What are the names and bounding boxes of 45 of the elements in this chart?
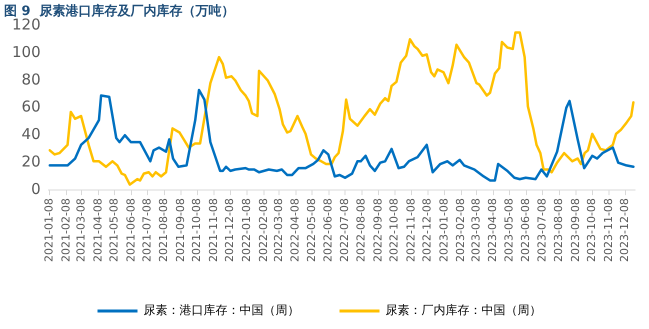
x-tick-label: 2021-06-08 (124, 198, 138, 262)
x-tick-label: 2021-07-08 (140, 198, 154, 262)
x-tick-label: 2023-05-08 (502, 198, 516, 262)
x-tick-label: 2021-12-08 (223, 198, 236, 262)
x-tick-label: 2023-10-08 (585, 198, 598, 262)
x-tick-label: 2022-04-08 (288, 198, 302, 262)
x-tick-label: 2021-10-08 (190, 198, 204, 262)
chart-title: 图 9 尿素港口库存及厂内库存（万吨） (4, 3, 235, 20)
x-tick-label: 2021-05-08 (107, 198, 120, 262)
legend-label: 尿素：厂内库存：中国（周） (386, 303, 542, 318)
x-tick-label: 2022-02-08 (256, 198, 270, 262)
y-tick-label: 80 (22, 70, 41, 88)
x-tick-label: 2023-02-08 (454, 198, 468, 262)
x-tick-label: 2022-09-08 (371, 198, 384, 262)
y-tick-label: 60 (22, 98, 41, 116)
x-tick-label: 2022-11-08 (404, 198, 418, 262)
x-tick-label: 2022-01-08 (240, 198, 254, 262)
legend-label: 尿素：港口库存：中国（周） (144, 303, 300, 318)
y-tick-label: 20 (22, 152, 41, 171)
x-tick-label: 2023-07-08 (535, 198, 548, 262)
x-tick-label: 2021-03-08 (74, 198, 88, 262)
x-tick-label: 2023-12-08 (618, 198, 632, 262)
y-tick-label: 40 (22, 125, 41, 144)
x-tick-label: 2022-03-08 (272, 198, 285, 262)
x-tick-label: 2021-01-08 (42, 198, 56, 262)
x-tick-label: 2022-05-08 (304, 198, 318, 262)
x-tick-label: 2021-11-08 (207, 198, 220, 262)
x-tick-label: 2023-03-08 (469, 198, 482, 262)
x-tick-label: 2023-04-08 (486, 198, 500, 262)
x-tick-label: 2023-09-08 (568, 198, 582, 262)
x-tick-label: 2022-07-08 (338, 198, 351, 262)
y-tick-label: 100 (12, 42, 41, 61)
y-tick-label: 0 (31, 180, 41, 198)
x-tick-label: 2023-01-08 (437, 198, 450, 262)
x-tick-label: 2021-02-08 (59, 198, 72, 262)
x-tick-label: 2022-12-08 (420, 198, 434, 262)
x-tick-label: 2023-08-08 (552, 198, 566, 262)
x-tick-label: 2023-06-08 (519, 198, 532, 262)
x-tick-label: 2022-06-08 (322, 198, 335, 262)
x-tick-label: 2021-04-08 (91, 198, 104, 262)
x-tick-label: 2022-10-08 (388, 198, 401, 262)
x-tick-label: 2023-11-08 (602, 198, 615, 262)
x-tick-label: 2021-08-08 (157, 198, 170, 262)
x-tick-label: 2021-09-08 (174, 198, 188, 262)
x-tick-label: 2022-08-08 (354, 198, 368, 262)
